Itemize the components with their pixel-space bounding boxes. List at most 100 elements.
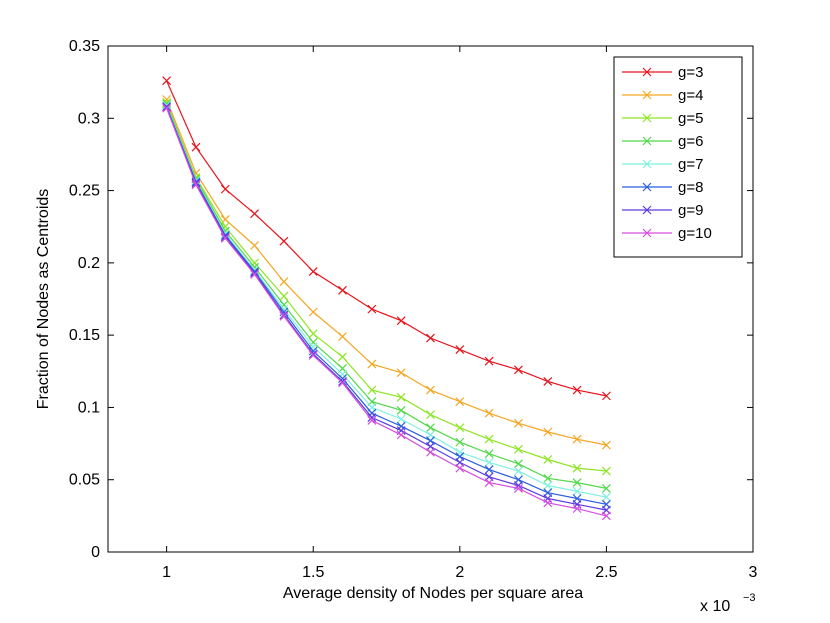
data-point bbox=[514, 459, 523, 469]
legend-item: g=4 bbox=[622, 87, 703, 104]
data-point bbox=[308, 346, 318, 356]
legend-item: g=9 bbox=[622, 202, 703, 219]
y-axis-label: Fraction of Nodes as Centroids bbox=[35, 189, 52, 410]
data-point bbox=[279, 311, 289, 321]
data-point bbox=[543, 455, 553, 464]
y-tick-label: 0.25 bbox=[69, 183, 100, 200]
series-line bbox=[166, 99, 607, 446]
data-point bbox=[367, 359, 377, 369]
x-tick-label: 1.5 bbox=[302, 564, 324, 581]
data-point bbox=[572, 499, 582, 509]
data-point bbox=[543, 481, 553, 490]
series-line bbox=[166, 80, 607, 397]
x-multiplier-base: x 10 bbox=[700, 598, 730, 615]
data-point bbox=[543, 498, 553, 508]
legend-marker bbox=[642, 205, 652, 215]
x-tick-label: 3 bbox=[749, 564, 758, 581]
data-point bbox=[601, 466, 611, 476]
data-point bbox=[484, 434, 494, 444]
data-point bbox=[396, 316, 406, 326]
data-point bbox=[601, 492, 611, 502]
x-axis-label: Average density of Nodes per square area bbox=[283, 585, 583, 602]
x-tick-label: 1 bbox=[162, 564, 171, 581]
data-point bbox=[514, 365, 523, 375]
data-point bbox=[484, 465, 494, 475]
data-point bbox=[455, 463, 465, 473]
data-point bbox=[308, 267, 318, 276]
series-g-10 bbox=[162, 103, 611, 521]
x-tick-label: 2 bbox=[455, 564, 464, 581]
data-point bbox=[484, 408, 494, 418]
data-point bbox=[220, 233, 230, 243]
legend-item: g=5 bbox=[622, 110, 703, 127]
y-axis: 0 0.05 0.1 0.15 0.2 0.25 0.3 0.35 bbox=[69, 38, 753, 561]
data-point bbox=[162, 102, 172, 112]
data-point bbox=[543, 427, 553, 437]
data-point bbox=[220, 184, 230, 194]
legend-label: g=5 bbox=[678, 110, 703, 127]
data-point bbox=[279, 307, 289, 317]
data-point bbox=[572, 486, 582, 496]
data-point bbox=[601, 440, 611, 450]
y-tick-label: 0.35 bbox=[69, 38, 100, 55]
data-point bbox=[484, 356, 494, 366]
data-point bbox=[162, 99, 172, 109]
data-point bbox=[543, 376, 553, 386]
legend-item: g=10 bbox=[622, 225, 712, 242]
x-multiplier-exponent: −3 bbox=[743, 592, 756, 604]
y-tick-label: 0.15 bbox=[69, 327, 100, 344]
data-point bbox=[426, 385, 435, 395]
data-point bbox=[279, 291, 289, 301]
legend-marker bbox=[642, 113, 652, 123]
data-point bbox=[250, 269, 260, 279]
series-g-5 bbox=[162, 97, 611, 476]
legend-label: g=9 bbox=[678, 202, 703, 219]
data-point bbox=[396, 430, 406, 440]
data-point bbox=[367, 385, 377, 395]
legend-marker bbox=[642, 136, 652, 146]
legend-label: g=4 bbox=[678, 87, 703, 104]
data-point bbox=[514, 483, 523, 493]
legend-item: g=8 bbox=[622, 179, 703, 196]
series-layer bbox=[162, 76, 611, 521]
legend-marker bbox=[642, 159, 652, 169]
data-point bbox=[455, 345, 465, 355]
legend-marker bbox=[642, 90, 652, 100]
y-tick-label: 0 bbox=[91, 544, 100, 561]
data-point bbox=[191, 142, 201, 152]
y-tick-label: 0.1 bbox=[78, 399, 100, 416]
data-point bbox=[308, 337, 318, 347]
legend-label: g=8 bbox=[678, 179, 703, 196]
legend-item: g=7 bbox=[622, 156, 703, 173]
data-point bbox=[162, 100, 172, 110]
data-point bbox=[601, 391, 611, 401]
data-point bbox=[308, 342, 318, 352]
x-multiplier: x 10 −3 bbox=[700, 592, 756, 615]
data-point bbox=[250, 241, 260, 250]
legend: g=3 g=4 g=5 g=6 g=7 g=8 g=9 g=10 bbox=[613, 56, 743, 258]
data-point bbox=[396, 405, 406, 415]
data-point bbox=[250, 209, 260, 219]
data-point bbox=[250, 258, 260, 268]
legend-label: g=3 bbox=[678, 64, 703, 81]
data-point bbox=[572, 478, 582, 488]
data-point bbox=[367, 413, 377, 422]
legend-marker bbox=[642, 182, 652, 192]
series-line bbox=[166, 102, 607, 472]
data-point bbox=[426, 333, 435, 343]
series-line bbox=[166, 107, 607, 517]
data-point bbox=[162, 103, 172, 113]
data-point bbox=[338, 376, 347, 386]
data-point bbox=[484, 457, 494, 467]
data-point bbox=[572, 385, 582, 395]
data-point bbox=[338, 352, 347, 362]
data-point bbox=[601, 511, 611, 521]
data-point bbox=[396, 392, 406, 402]
data-point bbox=[572, 463, 582, 473]
x-axis: 1 1.5 2 2.5 3 bbox=[162, 46, 758, 581]
data-point bbox=[367, 416, 377, 425]
data-point bbox=[396, 368, 406, 378]
legend-marker bbox=[642, 228, 652, 238]
data-point bbox=[455, 437, 465, 447]
